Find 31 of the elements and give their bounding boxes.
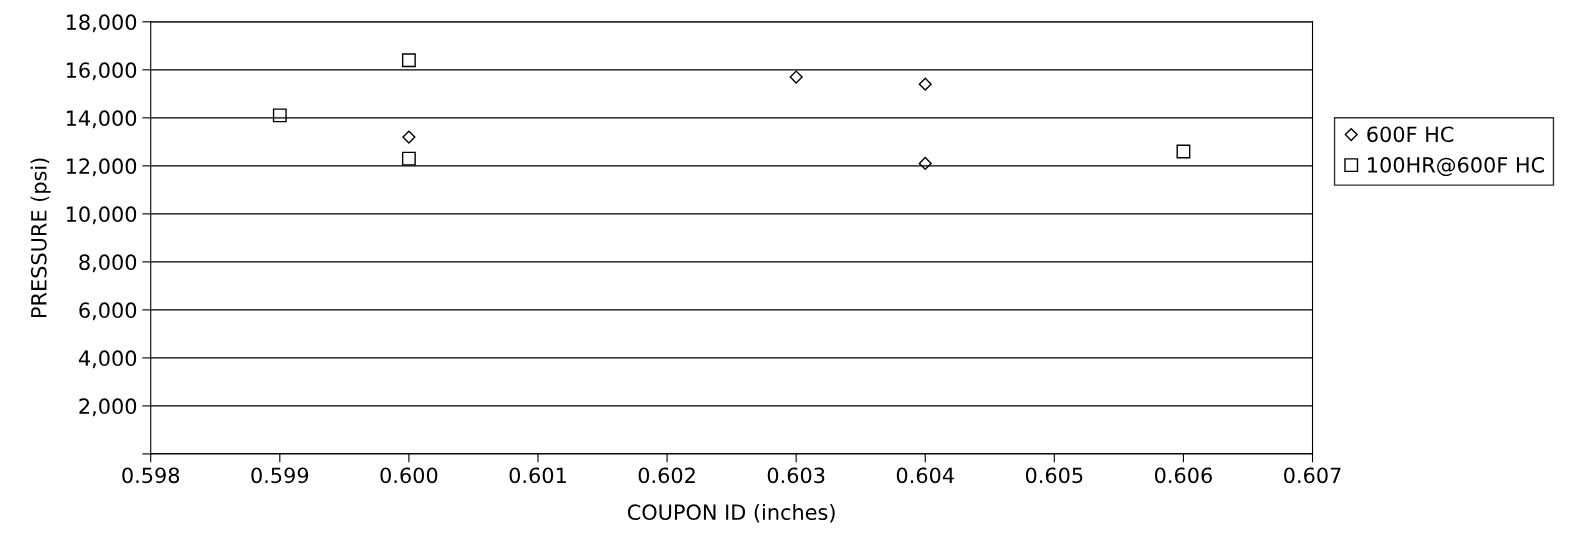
y-tick-label: 16,000: [66, 62, 137, 81]
point: [401, 53, 416, 68]
y-tick-label: 2,000: [79, 398, 137, 417]
x-tick-label: 0.604: [896, 467, 954, 484]
y-tick-label: 8,000: [79, 254, 137, 273]
y-axis-title: PRESSURE (psi): [30, 158, 51, 317]
point: [918, 156, 932, 171]
point: [401, 151, 416, 166]
x-axis-title: COUPON ID (inches): [627, 503, 835, 523]
y-tick-label: 10,000: [66, 206, 137, 225]
y-tick-label: 4,000: [78, 350, 137, 369]
y-tick-label: 6,000: [79, 302, 137, 321]
x-tick-label: 0.601: [509, 467, 566, 484]
legend-label: 100HR@600F HC: [1368, 157, 1544, 177]
x-tick-label: 0.599: [251, 467, 309, 484]
legend-label: 600F HC: [1367, 126, 1454, 143]
x-tick-label: 0.607: [1284, 467, 1341, 484]
point: [1176, 144, 1191, 159]
point: [918, 77, 932, 91]
x-tick-label: 0.606: [1154, 467, 1212, 484]
x-tick-label: 0.602: [638, 467, 695, 484]
y-tick-label: 12,000: [66, 158, 137, 177]
x-tick-label: 0.605: [1025, 467, 1083, 484]
y-tick-label: 18,000: [66, 14, 137, 33]
y-tick-label: 14,000: [66, 110, 137, 129]
point: [789, 70, 803, 84]
x-tick-label: 0.603: [767, 467, 825, 484]
x-tick-label: 0.598: [122, 467, 180, 484]
point: [272, 108, 287, 123]
point: [402, 130, 416, 144]
x-tick-label: 0.600: [380, 467, 438, 484]
